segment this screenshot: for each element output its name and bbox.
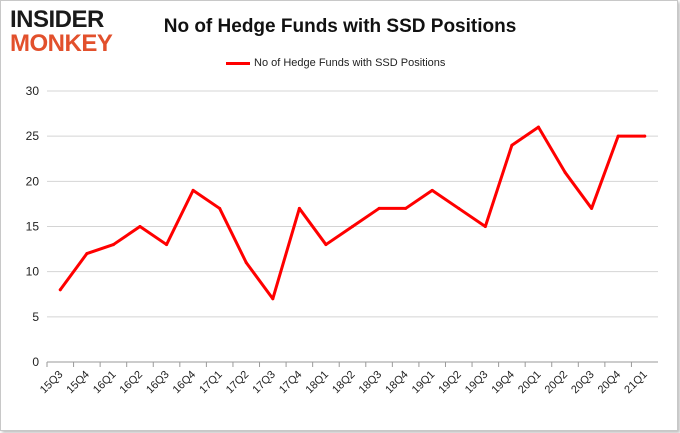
legend: No of Hedge Funds with SSD Positions [226,56,445,70]
data-point [191,188,195,192]
y-tick-label: 15 [26,220,40,234]
data-point [590,206,594,210]
data-point [85,252,89,256]
data-point [244,261,248,265]
x-tick-label: 18Q3 [357,369,385,397]
legend-swatch [226,61,250,65]
series-line [58,125,647,301]
data-point [58,288,62,292]
y-tick-label: 5 [32,310,39,324]
x-tick-label: 17Q3 [250,369,278,397]
x-tick-label: 18Q2 [330,369,358,397]
data-point [218,206,222,210]
data-point [457,206,461,210]
x-tick-label: 16Q2 [118,369,146,397]
logo-line2: MONKEY [10,30,113,57]
data-point [377,206,381,210]
y-tick-label: 0 [32,355,39,369]
x-tick-label: 17Q4 [277,369,305,397]
data-point [111,243,115,247]
x-axis-ticks: 15Q3 15Q4 16Q1 16Q2 16Q3 16Q4 17Q1 17Q2 17Q3 17Q4… [38,362,650,396]
x-tick-label: 21Q1 [622,369,650,397]
x-tick-label: 16Q4 [171,369,199,397]
x-tick-label: 19Q1 [410,369,438,397]
y-tick-label: 25 [26,129,40,143]
data-point [563,170,567,174]
data-point [510,143,514,147]
x-tick-label: 17Q1 [197,369,225,397]
data-point [351,225,354,228]
insider-monkey-logo: INSIDER MONKEY [10,8,126,58]
legend-label: No of Hedge Funds with SSD Positions [254,57,446,69]
y-tick-label: 10 [26,265,40,279]
data-point [324,243,328,247]
data-point [297,206,301,210]
data-point [138,225,142,228]
data-point [430,188,434,192]
logo-line1: INSIDER [10,6,104,33]
data-point [643,134,647,138]
data-point [271,297,275,301]
data-point [165,243,169,247]
x-tick-label: 18Q1 [304,369,332,397]
x-tick-label: 20Q3 [569,369,597,397]
x-tick-label: 20Q1 [516,369,544,397]
x-tick-label: 15Q4 [64,369,92,397]
y-axis-ticks: 0 5 10 15 20 25 30 [26,84,40,369]
x-tick-label: 17Q2 [224,369,252,397]
x-tick-label: 16Q1 [91,369,119,397]
x-tick-label: 19Q3 [463,369,491,397]
x-tick-label: 19Q4 [489,369,517,397]
data-point [404,206,408,210]
chart-title: No of Hedge Funds with SSD Positions [163,16,517,37]
data-point [483,225,487,228]
x-tick-label: 19Q2 [436,369,464,397]
data-point [536,125,540,129]
x-tick-label: 15Q3 [38,369,66,397]
y-tick-label: 30 [26,84,40,98]
x-tick-label: 20Q2 [543,369,571,397]
data-point [616,134,620,138]
y-tick-label: 20 [26,174,40,188]
series-layer [58,125,647,301]
x-tick-label: 16Q3 [144,369,172,397]
x-tick-label: 20Q4 [596,369,624,397]
x-tick-label: 18Q4 [383,369,411,397]
